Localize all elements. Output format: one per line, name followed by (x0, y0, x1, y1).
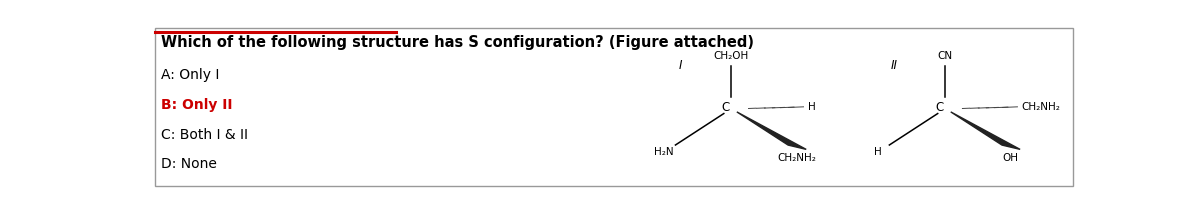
Text: A: Only I: A: Only I (161, 68, 220, 82)
Text: H₂N: H₂N (654, 147, 674, 157)
Text: C: C (721, 101, 730, 114)
Text: Which of the following structure has S configuration? (Figure attached): Which of the following structure has S c… (161, 35, 754, 50)
FancyBboxPatch shape (155, 28, 1074, 186)
Text: D: None: D: None (161, 157, 217, 171)
Text: OH: OH (1002, 153, 1019, 163)
Text: H: H (875, 147, 882, 157)
Text: H: H (808, 102, 815, 112)
Text: CH₂NH₂: CH₂NH₂ (1021, 102, 1061, 112)
Text: C: Both I & II: C: Both I & II (161, 128, 248, 142)
Text: C: C (936, 101, 943, 114)
Text: CN: CN (937, 51, 953, 61)
Text: II: II (890, 59, 898, 72)
Text: B: Only II: B: Only II (161, 98, 233, 112)
Polygon shape (950, 112, 1020, 149)
Polygon shape (737, 112, 806, 149)
Text: CH₂OH: CH₂OH (714, 51, 749, 61)
Text: CH₂NH₂: CH₂NH₂ (776, 153, 816, 163)
Text: I: I (678, 59, 682, 72)
